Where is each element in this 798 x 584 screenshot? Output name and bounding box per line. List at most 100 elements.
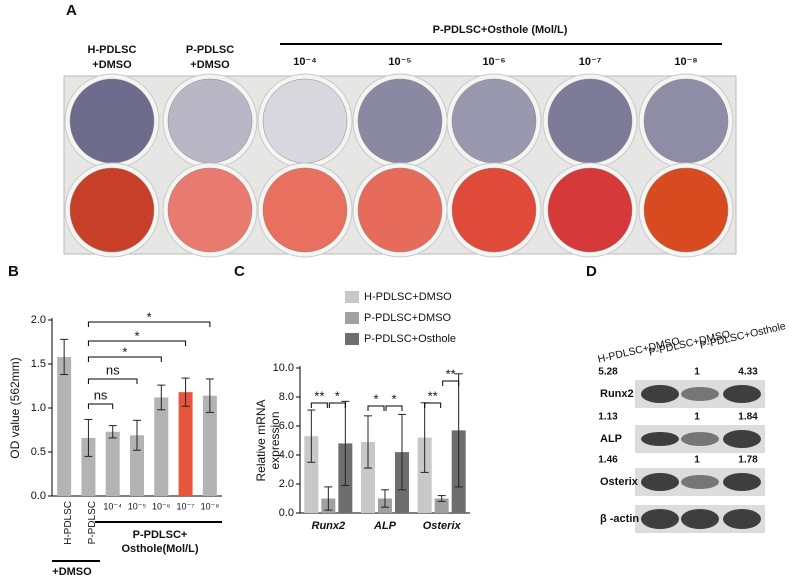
well [547, 78, 633, 164]
x-tick-label: 10⁻⁵ [128, 501, 147, 511]
bar [417, 437, 432, 513]
y-tick-label: 0.5 [31, 446, 46, 458]
panel-a-title: P-PDLSC+Osthole (Mol/L) [433, 24, 568, 36]
well [357, 78, 443, 164]
y-tick-label: 1.0 [31, 402, 46, 414]
column-label: 10⁻⁶ [482, 56, 505, 68]
x-tick-label: ALP [373, 520, 397, 532]
blot-band [723, 473, 761, 491]
band-value: 4.33 [738, 367, 758, 378]
x-tick-label: 10⁻⁷ [177, 501, 195, 511]
band-value: 5.28 [598, 367, 618, 378]
blot-band [723, 385, 761, 403]
bar [154, 397, 169, 496]
x-tick-label: H-PDLSC [63, 501, 74, 545]
significance-label: * [373, 391, 378, 406]
panel-label: C [234, 263, 245, 280]
blot-band [723, 430, 761, 448]
well [262, 167, 348, 253]
panel-label: D [586, 263, 597, 280]
row-label: Runx2 [600, 388, 634, 400]
x-tick-label: H-PDLSC [63, 501, 74, 545]
band-value: 1 [694, 367, 700, 378]
column-label: P-PDLSC [186, 44, 234, 56]
significance-label: * [391, 391, 396, 406]
blot-band [641, 432, 679, 446]
well [451, 167, 537, 253]
panel-label: A [66, 2, 77, 19]
legend-label: P-PDLSC+DMSO [364, 312, 452, 324]
y-tick-label: 10.0 [273, 362, 294, 374]
significance-bracket [87, 378, 138, 384]
significance-label: ** [314, 388, 324, 403]
significance-label: ** [446, 366, 456, 381]
significance-label: ** [428, 388, 438, 403]
bar [178, 392, 193, 496]
x-tick-label: P-PDLSC [87, 501, 98, 544]
y-axis-title: OD value (562mm) [8, 357, 22, 458]
row-label: Osterix [600, 476, 639, 488]
bar [202, 395, 217, 496]
band-value: 1 [694, 412, 700, 423]
significance-bracket [87, 340, 187, 346]
group-label: +DMSO [52, 566, 92, 578]
band-value: 1 [694, 455, 700, 466]
legend-swatch [345, 333, 359, 345]
row-label: β -actin [600, 513, 639, 525]
column-label: 10⁻⁴ [293, 56, 316, 68]
row-label: ALP [600, 433, 622, 445]
significance-bracket [385, 405, 403, 411]
group-label: P-PDLSC+ [133, 529, 188, 541]
band-value: 1.78 [738, 455, 758, 466]
blot-band [641, 473, 679, 491]
band-value: 1.84 [738, 412, 758, 423]
x-tick-label: 10⁻⁶ [152, 501, 171, 511]
significance-bracket [328, 402, 346, 408]
panel-label: B [8, 263, 19, 280]
y-axis-title: expression [268, 411, 282, 469]
band-value: 1.13 [598, 412, 618, 423]
legend-label: H-PDLSC+DMSO [364, 291, 452, 303]
significance-bracket [87, 321, 211, 327]
well [69, 167, 155, 253]
blot-band [641, 385, 679, 403]
significance-label: ns [94, 387, 108, 402]
well [167, 78, 253, 164]
bar [81, 437, 96, 496]
legend-label: P-PDLSC+Osthole [364, 333, 456, 345]
bar [57, 356, 72, 496]
x-tick-label: Osterix [423, 520, 462, 532]
column-label: +DMSO [190, 59, 230, 71]
well [262, 78, 348, 164]
legend-swatch [345, 312, 359, 324]
significance-bracket [310, 402, 328, 408]
group-label: Osthole(Mol/L) [122, 543, 199, 555]
significance-bracket [367, 405, 385, 411]
column-label: 10⁻⁸ [674, 56, 697, 68]
well [69, 78, 155, 164]
significance-label: * [147, 309, 152, 324]
well [357, 167, 443, 253]
y-axis-title: Relative mRNA [254, 399, 268, 481]
significance-bracket [87, 356, 162, 362]
y-axis-title: expression [268, 411, 282, 469]
x-tick-label: Runx2 [312, 520, 346, 532]
blot-band [723, 509, 761, 529]
significance-bracket [424, 402, 442, 408]
column-label: 10⁻⁵ [388, 56, 411, 68]
blot-band [681, 509, 719, 529]
significance-bracket [87, 403, 114, 409]
significance-label: * [122, 344, 127, 359]
well [167, 167, 253, 253]
blot-band [641, 509, 679, 529]
column-label: +DMSO [92, 59, 132, 71]
bar [434, 498, 449, 513]
y-tick-label: 6.0 [279, 420, 294, 432]
well [643, 78, 729, 164]
y-tick-label: 2.0 [31, 314, 46, 326]
lane-label: P-PDLSC+Osthole [699, 320, 787, 351]
legend-swatch [345, 291, 359, 303]
band-value: 1.46 [598, 455, 618, 466]
y-tick-label: 2.0 [279, 478, 294, 490]
